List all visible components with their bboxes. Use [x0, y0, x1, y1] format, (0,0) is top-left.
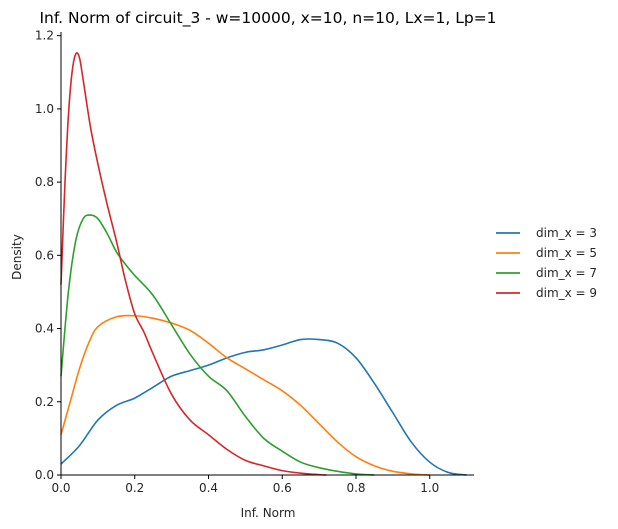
legend-label-2: dim_x = 5 [536, 246, 597, 260]
x-tick-label: 0.2 [125, 481, 144, 495]
x-tick-label: 0.8 [346, 481, 365, 495]
x-axis-label: Inf. Norm [241, 506, 296, 520]
x-tick-label: 0.6 [273, 481, 292, 495]
series-line-2 [60, 314, 430, 476]
y-tick-label: 0.4 [35, 322, 54, 336]
x-tick-label: 0.4 [199, 481, 218, 495]
series-line-1 [60, 338, 467, 476]
chart-title: Inf. Norm of circuit_3 - w=10000, x=10, … [39, 9, 496, 28]
y-tick-label: 1.2 [35, 29, 54, 43]
x-axis: 0.0 0.2 0.4 0.6 0.8 1.0 [51, 474, 474, 495]
series-line-4 [60, 52, 327, 476]
y-tick-label: 0.2 [35, 395, 54, 409]
y-axis: 0.0 0.2 0.4 0.6 0.8 1.0 1.2 [35, 29, 62, 482]
x-tick-label: 0.0 [51, 481, 70, 495]
legend-label-3: dim_x = 7 [536, 266, 597, 280]
y-axis-label: Density [10, 234, 24, 280]
x-tick-label: 1.0 [420, 481, 439, 495]
y-tick-label: 0.0 [35, 468, 54, 482]
y-tick-label: 0.8 [35, 175, 54, 189]
legend: dim_x = 3 dim_x = 5 dim_x = 7 dim_x = 9 [496, 226, 597, 300]
plot-area [60, 52, 467, 476]
legend-label-4: dim_x = 9 [536, 286, 597, 300]
y-tick-label: 0.6 [35, 248, 54, 262]
legend-label-1: dim_x = 3 [536, 226, 597, 240]
y-tick-label: 1.0 [35, 102, 54, 116]
series-line-3 [60, 214, 375, 476]
